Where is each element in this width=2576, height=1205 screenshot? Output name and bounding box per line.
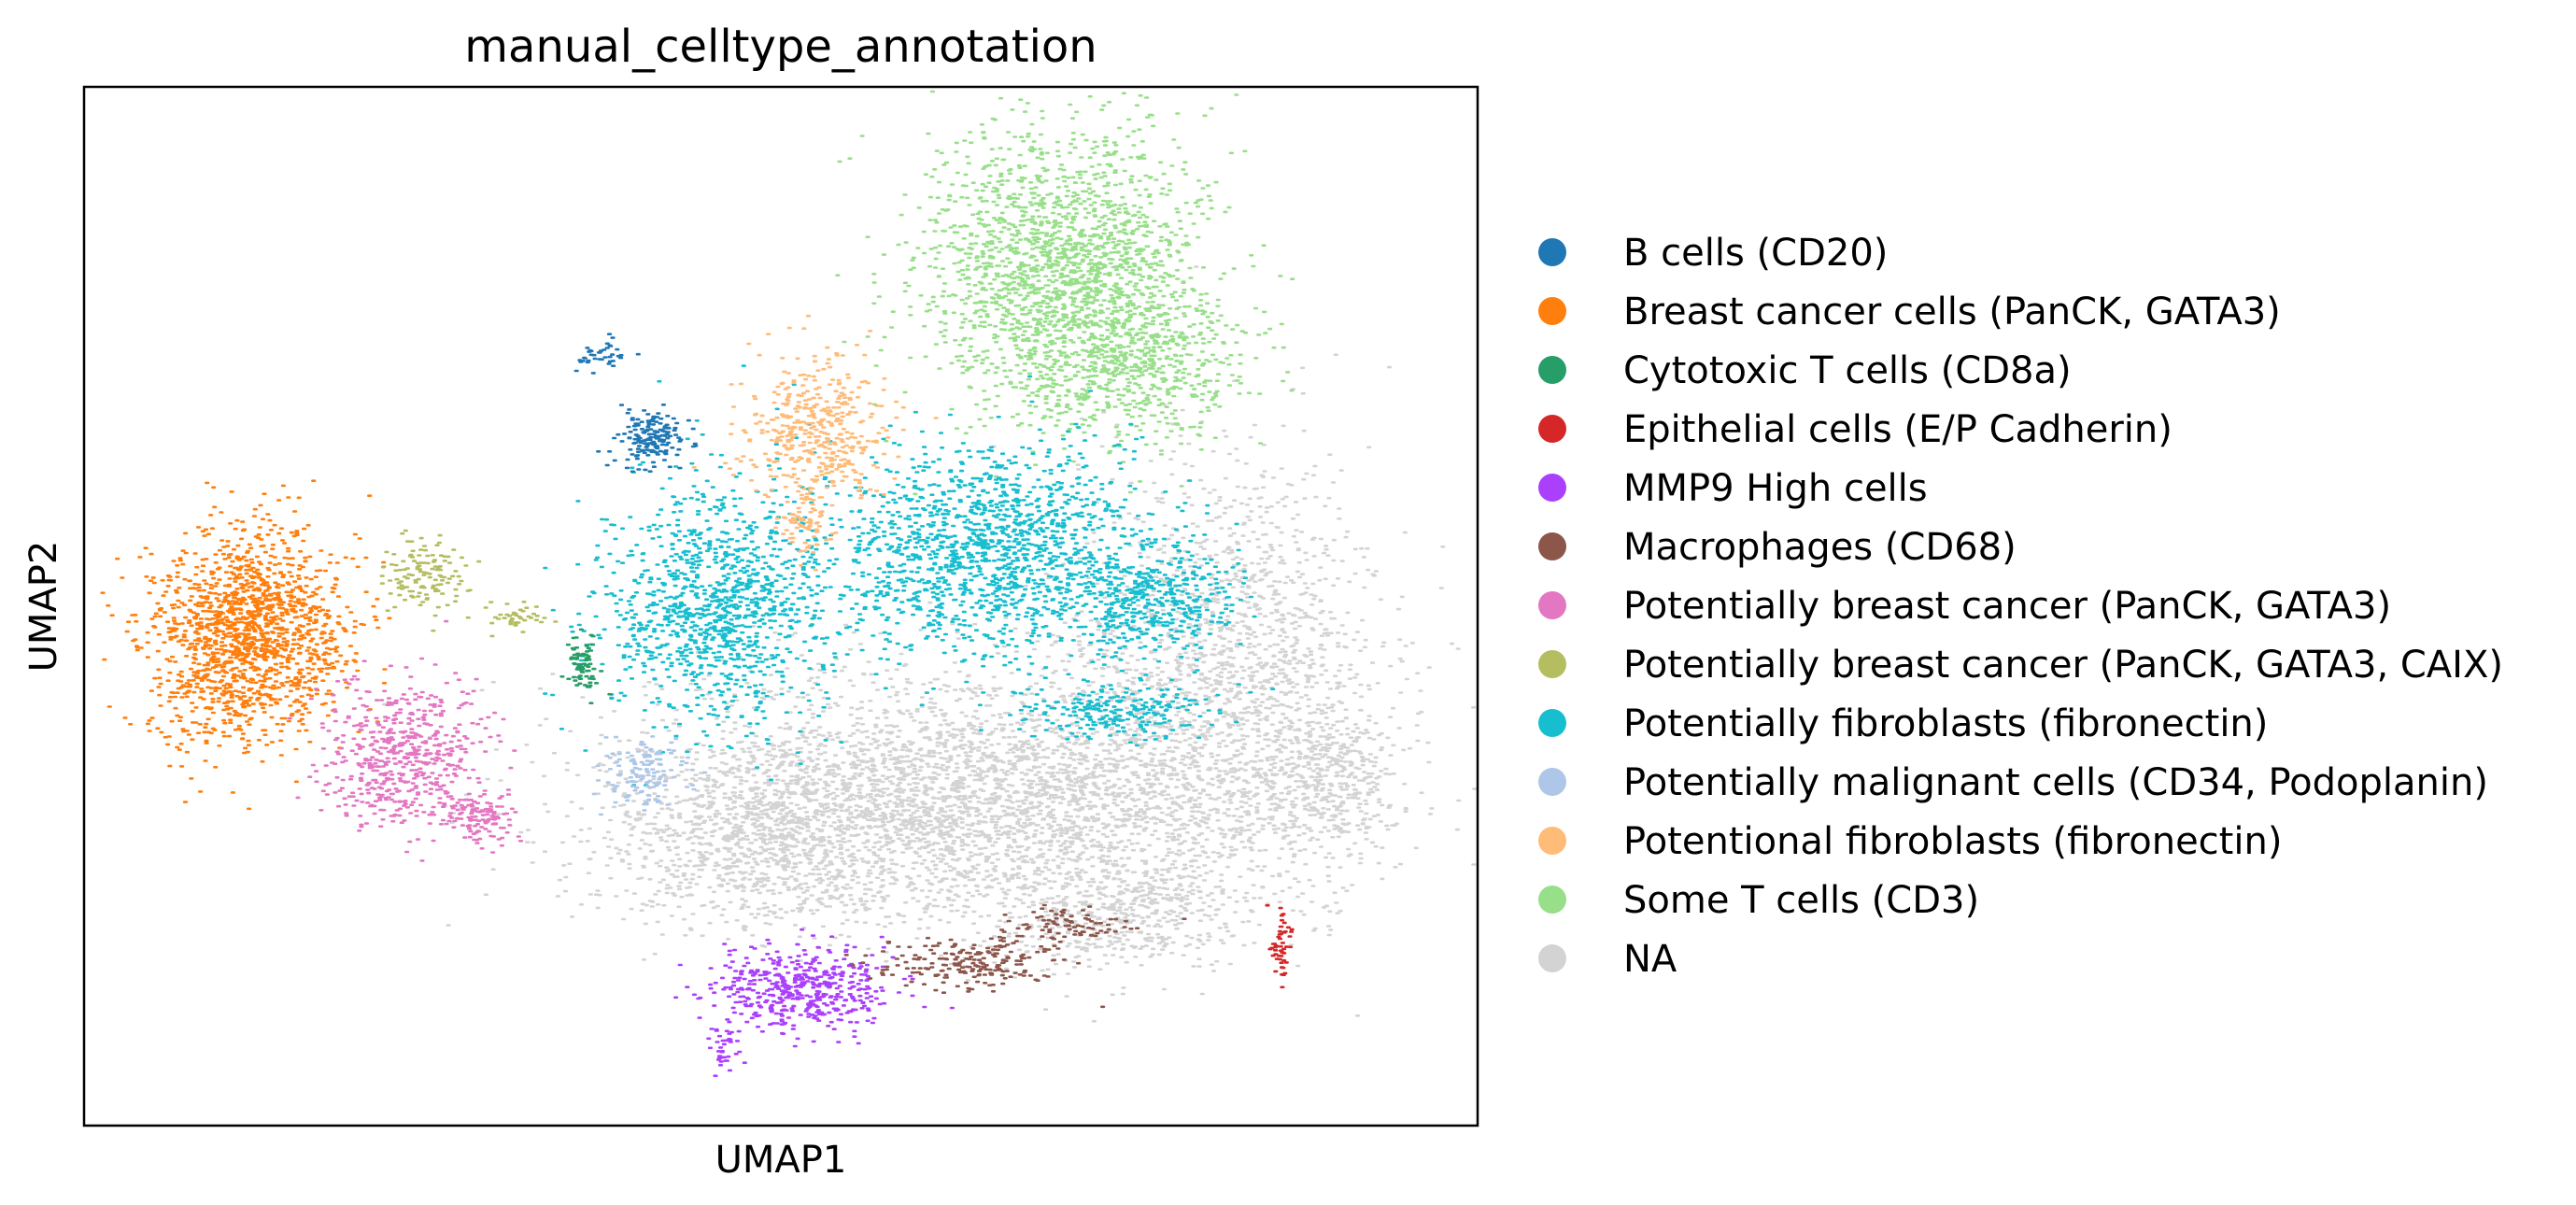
scatter-point-group — [925, 833, 1340, 1023]
scatter-point-group — [381, 579, 1478, 997]
legend-label: MMP9 High cells — [1623, 467, 1928, 510]
legend-label: NA — [1623, 938, 1677, 981]
scatter-point-group — [1272, 659, 1419, 895]
scatter-point-group — [673, 928, 955, 1048]
legend-label: Some T cells (CD3) — [1623, 879, 1979, 922]
scatter-point-group — [835, 90, 1295, 542]
scatter-point-group — [929, 231, 1477, 1017]
legend-label: Epithelial cells (E/P Cadherin) — [1623, 408, 2173, 451]
legend-label: Potentially breast cancer (PanCK, GATA3,… — [1623, 644, 2503, 687]
legend-marker — [1538, 591, 1566, 619]
x-axis-label: UMAP1 — [715, 1139, 847, 1182]
scatter-point-group — [591, 735, 707, 816]
scatter-point-group — [691, 314, 939, 542]
scatter-point-group — [518, 673, 1019, 980]
legend-label: Potentially breast cancer (PanCK, GATA3) — [1623, 585, 2391, 628]
scatter-point-group — [843, 929, 1106, 1009]
scatter-point-group — [287, 619, 517, 862]
legend-label: B cells (CD20) — [1623, 232, 1888, 275]
legend-label: Potentially fibroblasts (fibronectin) — [1623, 702, 2268, 745]
scatter-point-group — [543, 364, 892, 787]
legend-marker — [1538, 944, 1566, 972]
y-axis-label: UMAP2 — [22, 541, 65, 673]
plot-frame — [82, 85, 1479, 1127]
legend-marker — [1538, 415, 1566, 443]
legend-label: Macrophages (CD68) — [1623, 526, 2017, 569]
scatter-point-group — [706, 1020, 747, 1077]
legend-marker — [1538, 297, 1566, 325]
legend-marker — [1538, 886, 1566, 914]
scatter-point-group — [483, 601, 559, 638]
scatter-point-group — [100, 479, 392, 811]
scatter-point-group — [596, 404, 699, 474]
scatter-point-group — [682, 375, 1247, 707]
scatter-point-group — [919, 660, 1276, 747]
legend-marker — [1538, 768, 1566, 796]
legend-label: Potentional fibroblasts (fibronectin) — [1623, 820, 2282, 863]
scatter-point-group — [1000, 903, 1187, 950]
scatter-point-group — [772, 489, 835, 572]
legend-label: Cytotoxic T cells (CD8a) — [1623, 349, 2072, 392]
legend: B cells (CD20) Breast cancer cells (PanCK… — [1538, 232, 2503, 981]
legend-marker — [1538, 650, 1566, 678]
scatter-points — [100, 90, 1478, 1077]
legend-label: Breast cancer cells (PanCK, GATA3) — [1623, 291, 2281, 333]
scatter-point-group — [379, 529, 482, 632]
scatter-point-group — [1265, 904, 1295, 989]
scatter-point-group — [994, 248, 1291, 488]
legend-marker — [1538, 474, 1566, 502]
legend-marker — [1538, 709, 1566, 737]
legend-marker — [1538, 238, 1566, 266]
chart-title: manual_celltype_annotation — [464, 21, 1097, 73]
scatter-point-group — [1002, 509, 1257, 690]
legend-marker — [1538, 532, 1566, 560]
legend-marker — [1538, 356, 1566, 384]
legend-label: Potentially malignant cells (CD34, Podop… — [1623, 761, 2488, 804]
legend-marker — [1538, 827, 1566, 855]
scatter-point-group — [573, 333, 641, 375]
scatter-point-group — [438, 793, 524, 854]
scatter-point-group — [559, 628, 613, 704]
